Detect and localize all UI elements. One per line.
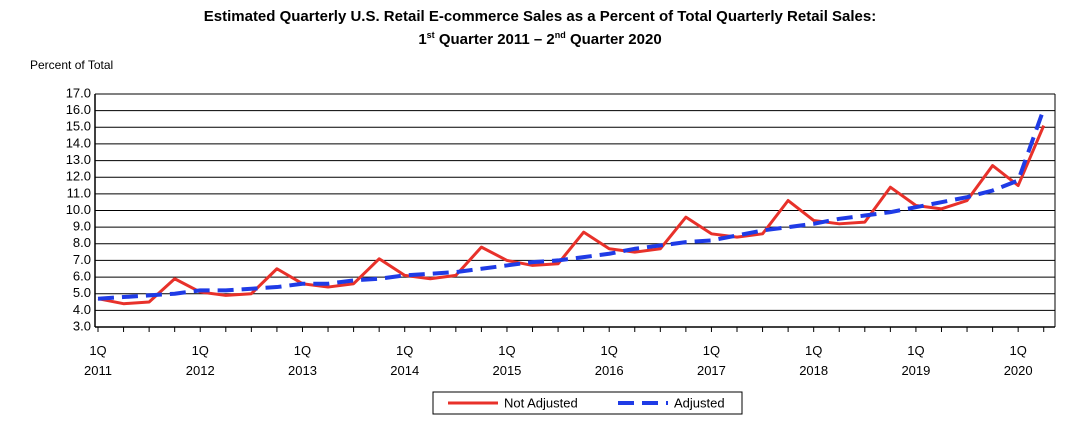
x-tick-label: 1Q 2017 (696, 343, 726, 378)
chart-subtitle: 1st Quarter 2011 – 2nd Quarter 2020 (0, 30, 1080, 48)
y-tick-label: 15.0 (66, 119, 91, 134)
x-tick-label: 1Q 2016 (594, 343, 624, 378)
x-tick-label: 1Q 2014 (390, 343, 420, 378)
x-tick-label: 1Q 2020 (1003, 343, 1033, 378)
series-line (97, 108, 1046, 301)
legend-label: Adjusted (674, 395, 725, 410)
x-tick-label: 1Q 2018 (799, 343, 829, 378)
y-tick-label: 17.0 (66, 85, 91, 100)
y-tick-label: 9.0 (73, 219, 91, 234)
y-tick-label: 16.0 (66, 102, 91, 117)
chart-title: Estimated Quarterly U.S. Retail E-commer… (203, 8, 877, 25)
y-tick-label: 10.0 (66, 202, 91, 217)
y-tick-label: 13.0 (66, 152, 91, 167)
y-tick-label: 3.0 (73, 318, 91, 333)
x-tick-label: 1Q 2019 (901, 343, 931, 378)
y-tick-label: 8.0 (73, 235, 91, 250)
subtitle-part: Quarter 2011 – 2 (434, 31, 555, 48)
y-tick-label: 14.0 (66, 135, 91, 150)
x-tick-label: 1Q 2011 (84, 343, 112, 378)
y-tick-label: 7.0 (73, 252, 91, 267)
x-tick-label: 1Q 2012 (185, 343, 215, 378)
legend-box (432, 391, 743, 415)
y-tick-label: 11.0 (67, 185, 91, 200)
y-tick-label: 12.0 (66, 169, 91, 184)
y-tick-label: 6.0 (73, 269, 91, 284)
x-tick-label: 1Q 2013 (288, 343, 317, 378)
y-tick-label: 4.0 (73, 302, 91, 317)
y-axis-label: Percent of Total (30, 58, 113, 72)
legend-label: Not Adjusted (504, 395, 578, 410)
subtitle-part: st (426, 30, 435, 40)
x-tick-label: 1Q 2015 (492, 343, 522, 378)
subtitle-part: 1 (418, 31, 427, 48)
subtitle-part: Quarter 2020 (565, 31, 662, 48)
subtitle-part: nd (554, 30, 566, 40)
y-tick-label: 5.0 (73, 285, 91, 300)
